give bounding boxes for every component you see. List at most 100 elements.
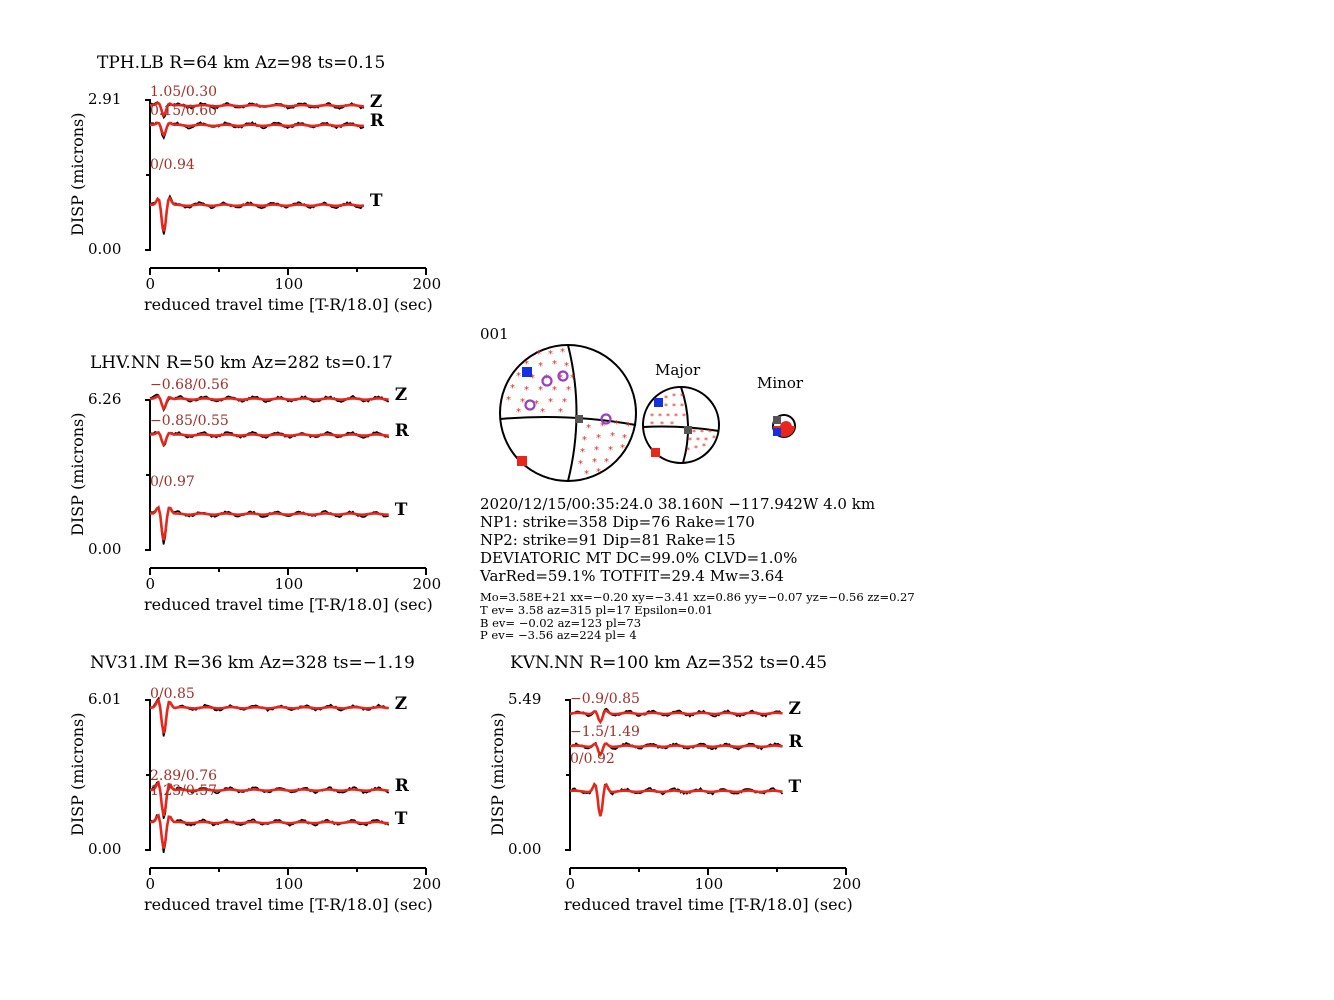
synthetic-trace-z [149,394,389,411]
svg-text:*: * [658,412,662,421]
svg-text:*: * [536,349,541,360]
y-axis-label: DISP (microns) [68,712,87,837]
svg-text:*: * [666,412,670,421]
svg-text:*: * [680,392,684,401]
y-tick-label-top: 6.01 [88,690,122,708]
svg-text:*: * [682,412,686,421]
panel-title: TPH.LB R=64 km Az=98 ts=0.15 [97,53,386,73]
svg-text:*: * [592,457,597,468]
event-line-mt: DEVIATORIC MT DC=99.0% CLVD=1.0% [480,549,798,567]
svg-text:*: * [596,433,601,444]
svg-text:*: * [558,407,563,418]
waveform-plot [565,699,847,875]
observed-trace-z [149,393,390,413]
synthetic-trace-r [150,121,364,138]
fit-annotation: 0/0.85 [150,685,195,702]
x-tick-label: 100 [274,575,304,593]
x-tick-label: 200 [832,875,862,893]
svg-text:*: * [548,349,553,360]
synthetic-trace-r [149,430,389,448]
svg-text:*: * [586,423,591,434]
y-tick-label-bottom: 0.00 [88,240,122,258]
svg-text:*: * [524,359,529,370]
synthetic-trace-z [149,101,364,118]
synthetic-trace-r [569,742,783,757]
svg-text:*: * [686,446,690,455]
x-tick-label: 0 [565,875,576,893]
svg-text:*: * [548,397,553,408]
fit-annotation: 1.05/0.30 [150,83,218,100]
synthetic-trace-z [569,709,783,725]
svg-text:*: * [558,373,563,384]
component-label-r: R [788,732,803,753]
svg-text:*: * [610,431,615,442]
event-line-moment: Mo=3.58E+21 xx=−0.20 xy=−3.41 xz=0.86 yy… [480,590,915,604]
waveform-panel-kvn: KVN.NN R=100 km Az=352 ts=0.45 DISP (micr… [480,650,900,950]
y-tick-label-bottom: 0.00 [88,840,122,858]
svg-text:*: * [688,436,692,445]
svg-text:*: * [552,359,557,370]
svg-text:*: * [560,347,565,358]
observed-trace-z [149,696,389,737]
svg-text:*: * [704,436,708,445]
component-label-z: Z [394,385,408,406]
beachball-major: *** **** ***** *** *** **** *** [642,386,720,464]
svg-text:*: * [712,434,716,443]
svg-text:*: * [664,394,668,403]
component-label-t: T [394,500,408,521]
svg-text:*: * [534,399,539,410]
svg-text:*: * [708,428,712,437]
svg-text:*: * [600,421,605,432]
svg-text:*: * [538,361,543,372]
y-axis-label: DISP (microns) [68,112,87,237]
waveform-plot [145,393,427,575]
waveform-panel-tph: TPH.LB R=64 km Az=98 ts=0.15 DISP (micron… [60,50,480,350]
component-label-r: R [369,111,385,132]
svg-text:*: * [622,433,627,444]
y-tick-label-top: 2.91 [88,90,122,108]
x-tick-label: 100 [694,875,724,893]
x-axis-label: reduced travel time [T-R/18.0] (sec) [564,895,853,914]
svg-text:*: * [650,412,654,421]
event-line-np2: NP2: strike=91 Dip=81 Rake=15 [480,531,736,549]
svg-text:*: * [670,420,674,429]
y-tick-label-bottom: 0.00 [88,540,122,558]
svg-text:*: * [566,385,571,396]
panel-title: NV31.IM R=36 km Az=328 ts=−1.19 [90,653,415,673]
synthetic-trace-r [149,780,389,817]
svg-text:*: * [596,467,601,478]
event-line-origin: 2020/12/15/00:35:24.0 38.160N −117.942W … [480,495,876,513]
y-axis-label: DISP (microns) [488,712,507,837]
x-axis-label: reduced travel time [T-R/18.0] (sec) [144,595,433,614]
x-tick-label: 200 [412,575,442,593]
synthetic-trace-t [569,782,783,817]
svg-text:*: * [580,447,585,458]
svg-text:*: * [694,444,698,453]
component-label-t: T [394,808,408,829]
svg-text:*: * [702,442,706,451]
fit-annotation: −1.5/1.49 [570,724,640,741]
svg-text:*: * [520,397,525,408]
major-label: Major [655,361,701,379]
x-axis-label: reduced travel time [T-R/18.0] (sec) [144,295,433,314]
synthetic-trace-z [149,697,389,734]
fit-annotation: −0.85/0.55 [150,412,229,429]
x-tick-label: 100 [274,275,304,293]
fit-annotation: 0/0.97 [150,474,195,491]
panel-title: LHV.NN R=50 km Az=282 ts=0.17 [90,353,393,373]
y-tick-label-top: 6.26 [88,390,122,408]
y-tick-label-bottom: 0.00 [508,840,542,858]
beachball-diagrams: * * * * * * * * * * * * * * * * * * * * * * * * * * * * * * * * *… [499,344,796,482]
fit-annotation: 0.15/0.60 [150,103,218,120]
minor-label: Minor [757,374,804,392]
waveform-plot [145,696,427,875]
svg-text:*: * [578,459,583,470]
x-tick-label: 0 [145,275,156,293]
component-label-t: T [788,777,802,798]
component-label-z: Z [788,699,801,720]
y-axis [145,99,151,251]
x-axis-label: reduced travel time [T-R/18.0] (sec) [144,895,433,914]
svg-text:*: * [538,385,543,396]
svg-text:*: * [604,457,609,468]
svg-text:*: * [584,469,589,480]
